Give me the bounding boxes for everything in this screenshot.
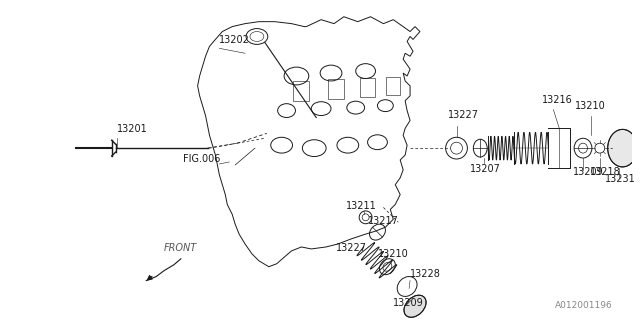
Bar (387, 77, 400, 95)
Text: 13218: 13218 (590, 167, 621, 177)
Text: 13209: 13209 (573, 167, 604, 177)
Ellipse shape (404, 295, 426, 317)
Text: A012001196: A012001196 (555, 301, 612, 310)
Text: 13231: 13231 (605, 174, 636, 184)
Text: 13207: 13207 (470, 164, 501, 174)
Text: 13210: 13210 (378, 249, 408, 259)
Bar (294, 81, 309, 101)
Text: 13211: 13211 (346, 201, 376, 212)
Bar (328, 79, 344, 99)
Text: FRONT: FRONT (164, 243, 197, 253)
Text: 13202: 13202 (220, 36, 250, 45)
Text: 13210: 13210 (575, 100, 606, 111)
Text: 13209: 13209 (393, 298, 424, 308)
Text: 13216: 13216 (541, 95, 572, 105)
Text: 13228: 13228 (410, 268, 441, 279)
Text: 13201: 13201 (116, 124, 147, 134)
Text: 13227: 13227 (447, 110, 479, 121)
Bar (360, 78, 375, 97)
Text: FIG.006: FIG.006 (183, 154, 220, 164)
Ellipse shape (608, 129, 637, 167)
Text: 13227: 13227 (336, 243, 367, 253)
Text: 13217: 13217 (367, 216, 399, 226)
